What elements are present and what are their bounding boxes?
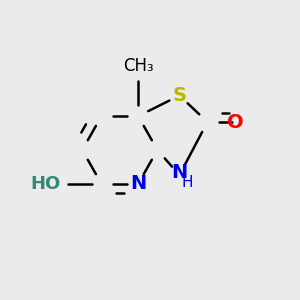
Text: S: S: [172, 86, 186, 105]
Text: N: N: [171, 163, 188, 182]
Text: O: O: [227, 112, 244, 131]
Text: HO: HO: [30, 175, 60, 193]
Text: N: N: [130, 174, 146, 194]
Text: CH₃: CH₃: [123, 57, 154, 75]
Text: H: H: [182, 175, 194, 190]
